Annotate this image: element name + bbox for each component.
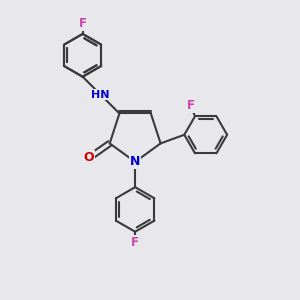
Text: O: O bbox=[84, 152, 94, 164]
Text: N: N bbox=[130, 155, 140, 168]
Text: HN: HN bbox=[91, 90, 110, 100]
Text: F: F bbox=[79, 17, 87, 30]
Text: F: F bbox=[187, 99, 195, 112]
Text: F: F bbox=[131, 236, 139, 249]
